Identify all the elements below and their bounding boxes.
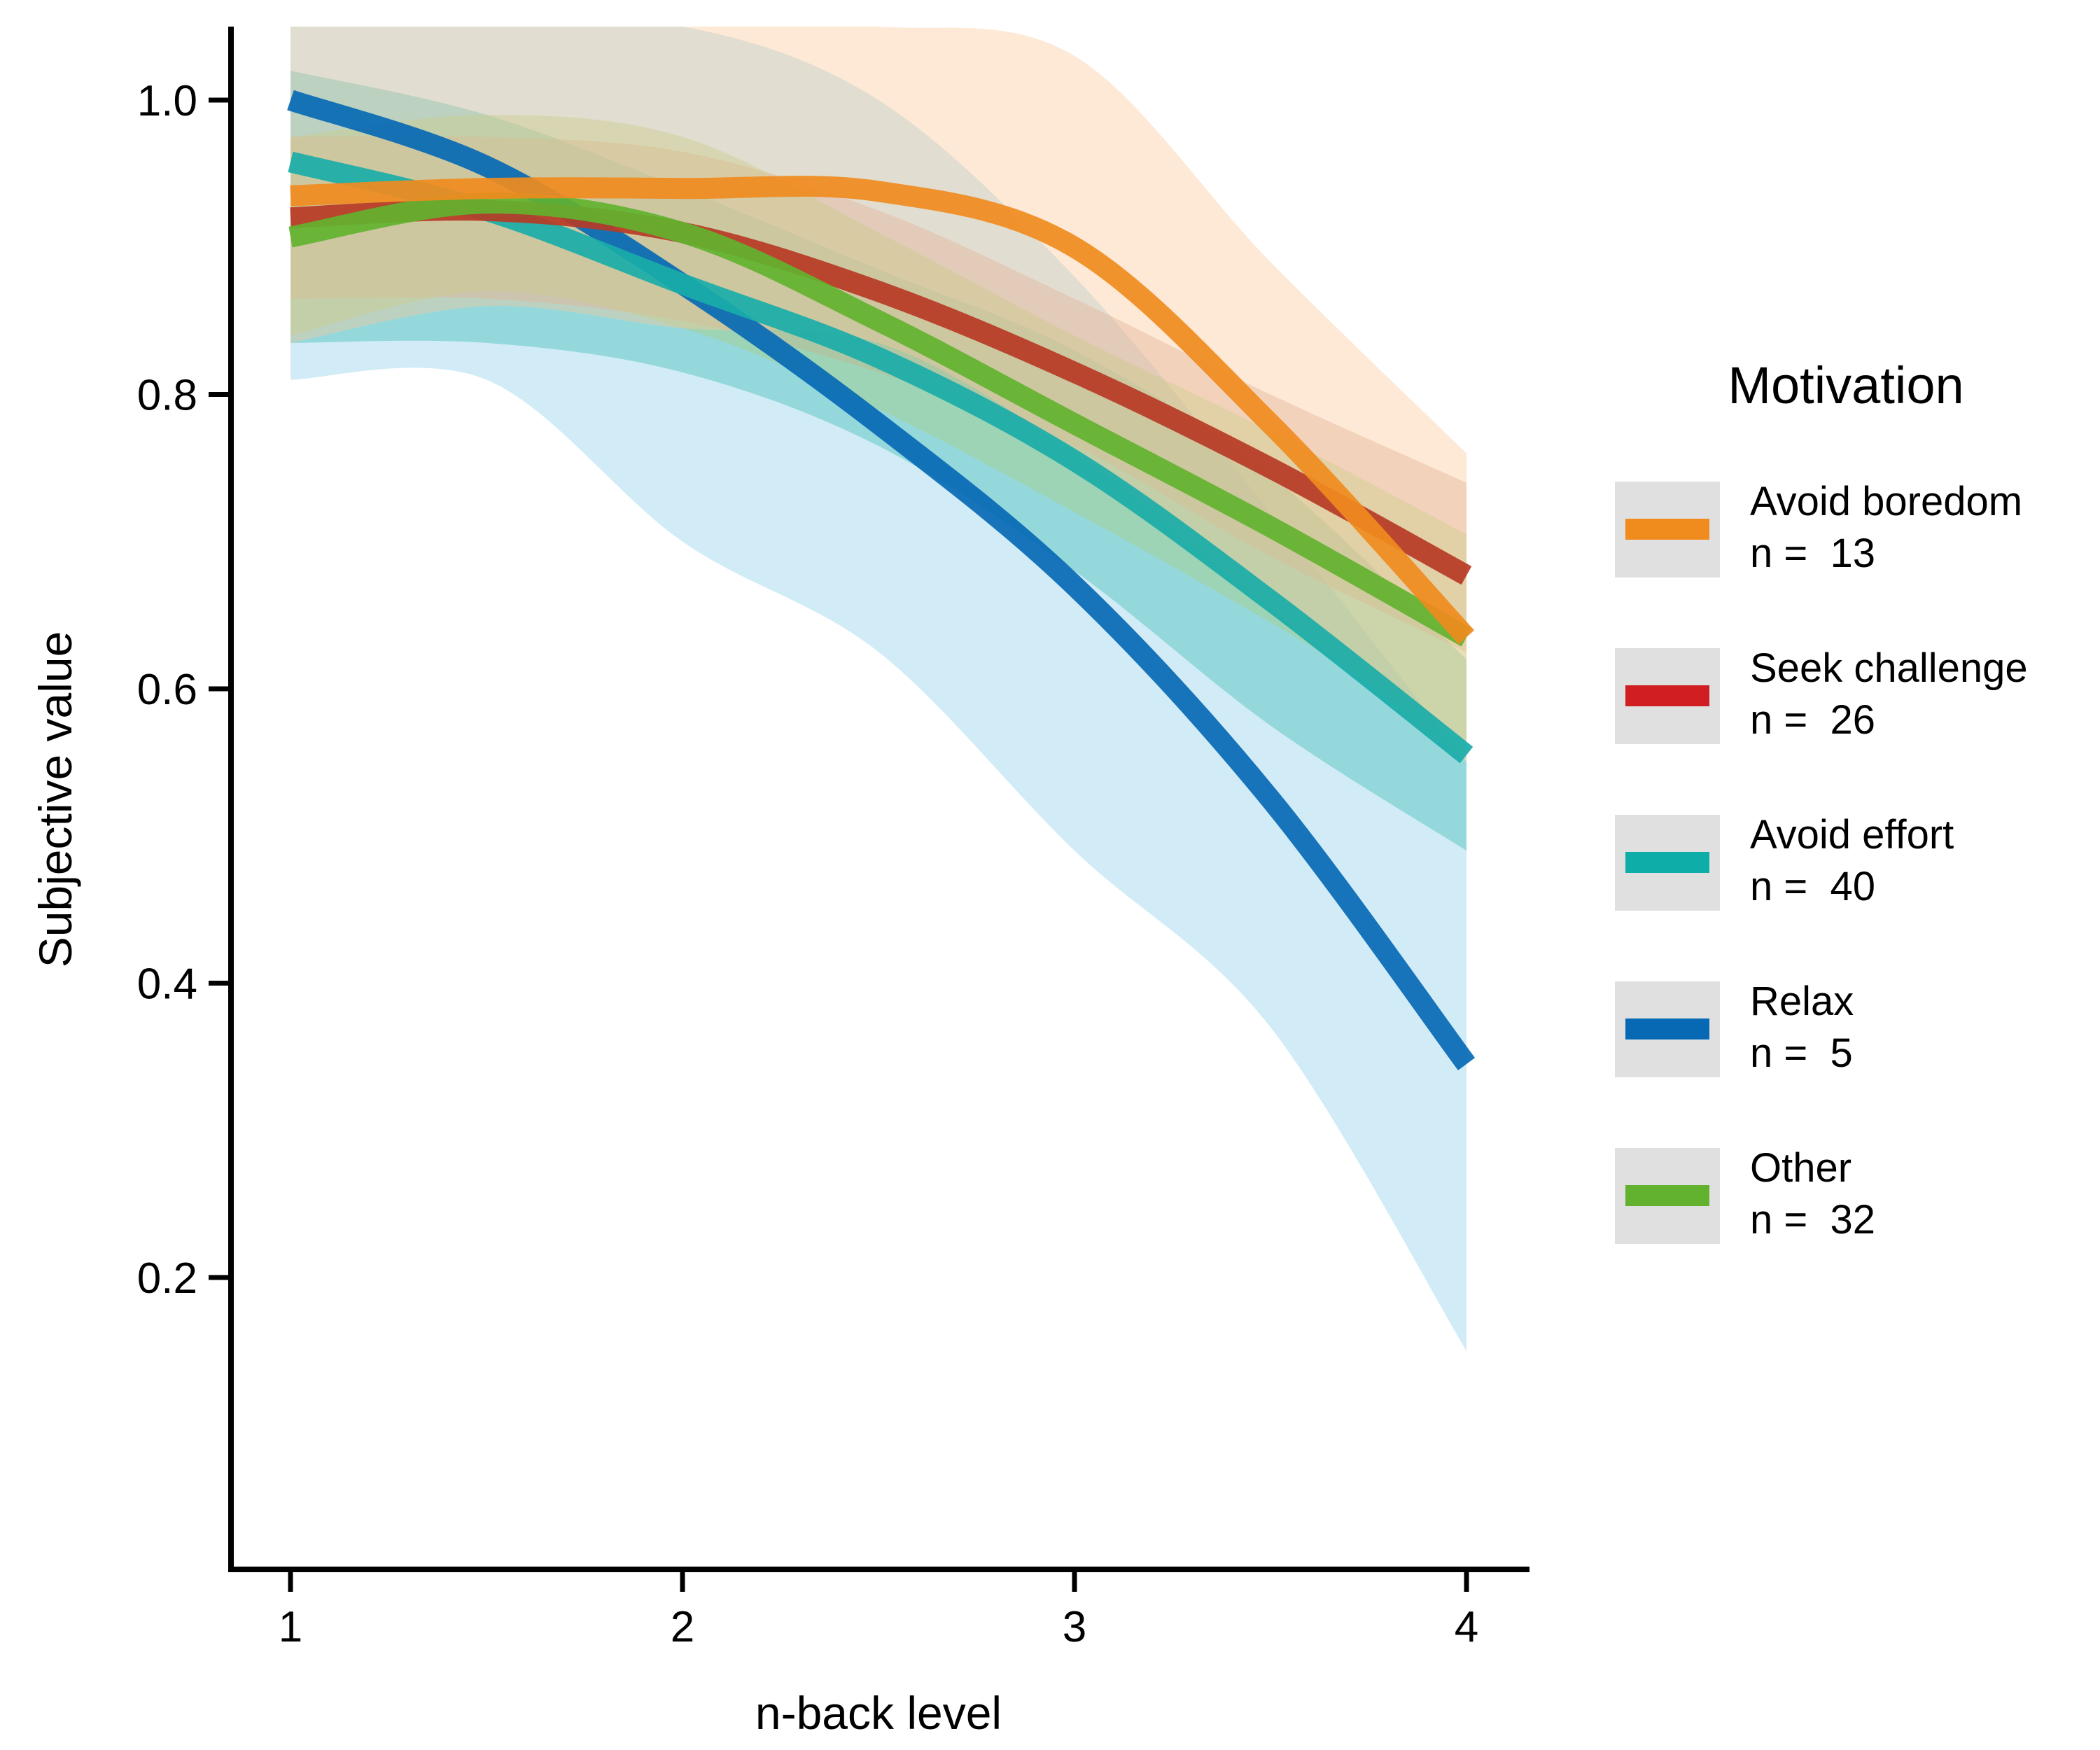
line-avoid-boredom xyxy=(290,176,1475,645)
legend-count: n = 13 xyxy=(1750,531,1875,576)
band-relax xyxy=(290,27,1466,1352)
y-tick-label: 1.0 xyxy=(137,77,197,125)
legend: Motivation Avoid boredom n = 13 Seek chall… xyxy=(1615,356,2028,1244)
confidence-bands xyxy=(290,27,1466,1352)
line-other xyxy=(288,192,1472,647)
y-tick-label: 0.8 xyxy=(137,372,197,420)
legend-count: n = 40 xyxy=(1750,864,1875,909)
legend-item-other: Other n = 32 xyxy=(1615,1145,1875,1244)
x-tick-label: 2 xyxy=(671,1603,694,1651)
band-avoid-effort xyxy=(290,70,1466,851)
legend-count: n = 32 xyxy=(1750,1197,1875,1242)
x-tick-label: 1 xyxy=(279,1603,302,1651)
legend-label: Seek challenge xyxy=(1750,645,2028,691)
axes: 0.2 0.4 0.6 0.8 1.0 1 2 3 4 xyxy=(137,27,1530,1651)
line-relax xyxy=(287,90,1476,1071)
legend-count: n = 26 xyxy=(1750,697,1875,743)
series-lines xyxy=(287,90,1476,1071)
x-axis-title: n-back level xyxy=(755,1687,1002,1739)
x-tick-label: 3 xyxy=(1063,1603,1086,1651)
legend-label: Avoid effort xyxy=(1750,812,1954,858)
x-tick-label: 4 xyxy=(1455,1603,1478,1651)
band-other xyxy=(290,115,1466,741)
y-axis-title: Subjective value xyxy=(29,631,81,968)
legend-label: Avoid boredom xyxy=(1750,479,2022,524)
legend-item-avoid-boredom: Avoid boredom n = 13 xyxy=(1615,479,2022,578)
y-tick-label: 0.2 xyxy=(137,1254,197,1303)
legend-item-avoid-effort: Avoid effort n = 40 xyxy=(1615,812,1954,911)
y-tick-label: 0.6 xyxy=(137,666,197,714)
legend-item-relax: Relax n = 5 xyxy=(1615,979,1854,1077)
legend-title: Motivation xyxy=(1728,356,1963,414)
legend-label: Other xyxy=(1750,1145,1851,1191)
band-seek-challenge xyxy=(290,136,1466,652)
legend-label: Relax xyxy=(1750,979,1854,1024)
legend-count: n = 5 xyxy=(1750,1030,1853,1076)
y-tick-label: 0.4 xyxy=(137,960,197,1009)
legend-item-seek-challenge: Seek challenge n = 26 xyxy=(1615,645,2028,744)
